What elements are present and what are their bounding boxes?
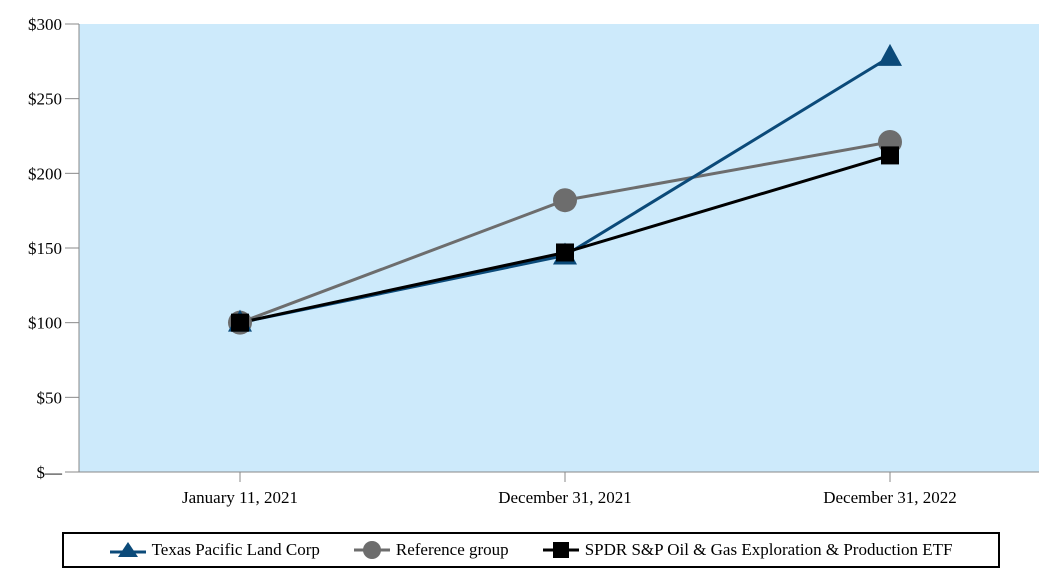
- legend-label: SPDR S&P Oil & Gas Exploration & Product…: [584, 540, 953, 559]
- circle-marker-icon: [353, 541, 390, 559]
- triangle-marker-icon: [109, 542, 146, 557]
- data-point-square: [556, 243, 574, 262]
- y-tick-label: $150: [28, 239, 62, 258]
- y-tick-label: $200: [28, 164, 62, 183]
- y-tick-label: $250: [28, 90, 62, 109]
- y-tick-label: $—: [37, 463, 64, 482]
- x-axis-ticks: January 11, 2021 December 31, 2021 Decembe…: [182, 472, 957, 507]
- line-chart: $— $50 $100 $150 $200 $250 $300 January 11, 20…: [28, 15, 1039, 507]
- data-point-square: [231, 313, 249, 332]
- y-tick-label: $300: [28, 15, 62, 34]
- data-point-square: [881, 146, 899, 165]
- legend-item-spdr: SPDR S&P Oil & Gas Exploration & Product…: [542, 540, 953, 560]
- x-tick-label: January 11, 2021: [182, 488, 298, 507]
- legend-label: Texas Pacific Land Corp: [151, 540, 320, 559]
- legend-label: Reference group: [395, 540, 509, 559]
- x-tick-label: December 31, 2021: [498, 488, 632, 507]
- data-point-circle: [553, 188, 577, 213]
- y-axis-ticks: $— $50 $100 $150 $200 $250 $300: [28, 15, 79, 482]
- square-marker-icon: [542, 542, 579, 558]
- legend-item-texas-pacific: Texas Pacific Land Corp: [109, 540, 320, 560]
- legend: Texas Pacific Land Corp Reference group …: [62, 532, 1000, 568]
- legend-item-reference-group: Reference group: [353, 540, 509, 560]
- series-layer: [228, 43, 902, 335]
- data-point-triangle: [878, 43, 902, 66]
- y-tick-label: $100: [28, 314, 62, 333]
- x-tick-label: December 31, 2022: [823, 488, 957, 507]
- y-tick-label: $50: [37, 388, 63, 407]
